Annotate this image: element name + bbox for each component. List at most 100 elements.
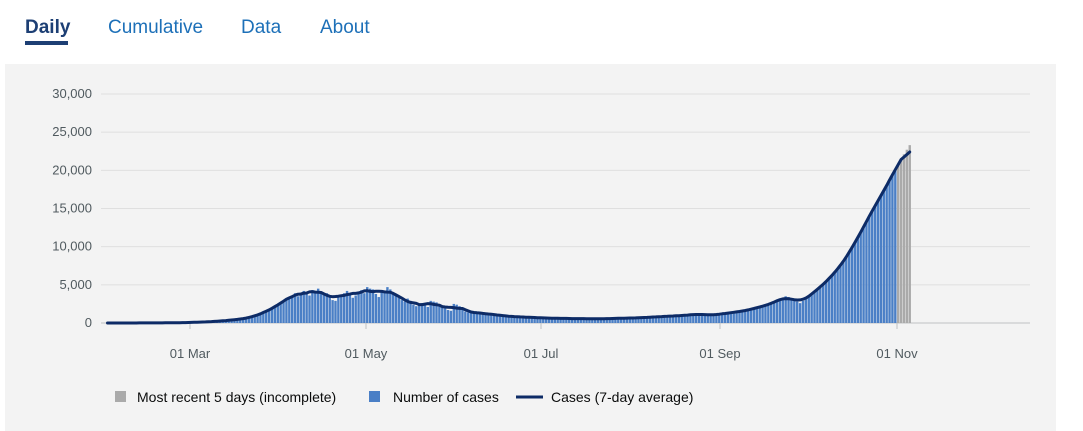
case-bar [755, 307, 758, 323]
case-bar [712, 314, 715, 323]
case-bar [654, 316, 657, 323]
case-bar [386, 287, 389, 323]
case-bar [723, 313, 727, 323]
case-bar [233, 319, 236, 323]
case-bar [781, 297, 784, 323]
case-bar [703, 314, 707, 323]
case-bar [608, 318, 611, 323]
case-bar [827, 278, 831, 323]
case-bar [265, 311, 268, 323]
case-bar [513, 316, 516, 323]
case-bar [614, 318, 617, 323]
case-bar [389, 289, 392, 323]
case-bar [605, 318, 608, 323]
case-bar [706, 314, 709, 323]
case-bar [435, 302, 438, 323]
case-bar [700, 314, 704, 323]
case-bar [409, 300, 412, 323]
case-bar [380, 291, 383, 323]
case-bar [873, 205, 877, 323]
case-bar [645, 317, 649, 323]
case-bar [542, 318, 545, 323]
case-bar [674, 315, 678, 323]
case-bar [718, 314, 721, 323]
case-bar [767, 304, 770, 323]
case-bar [322, 294, 326, 323]
case-bar [302, 290, 305, 323]
case-bar [790, 298, 793, 323]
case-bar [481, 313, 484, 323]
case-bar [735, 311, 738, 323]
case-bar [631, 317, 634, 323]
case-bar [458, 306, 461, 323]
case-bar [236, 319, 239, 323]
case-bar [510, 316, 513, 323]
case-bar [256, 314, 259, 323]
case-bar [726, 313, 730, 323]
case-bar [530, 317, 533, 323]
case-bar [490, 314, 493, 323]
case-bar [247, 317, 251, 323]
case-bar [582, 318, 585, 323]
legend-incomplete-label: Most recent 5 days (incomplete) [137, 389, 336, 405]
case-bar [533, 317, 536, 323]
x-tick-label: 01 Mar [170, 346, 211, 361]
case-bar [383, 290, 386, 323]
case-bar [487, 313, 490, 323]
tab-data[interactable]: Data [241, 17, 282, 38]
case-bar [279, 303, 282, 323]
case-bar [692, 314, 695, 323]
seven-day-average-line [106, 150, 912, 325]
case-bar [787, 297, 790, 323]
case-bar [729, 312, 733, 323]
y-tick-label: 5,000 [59, 277, 92, 292]
y-tick-label: 25,000 [52, 124, 92, 139]
case-bar [663, 316, 666, 323]
case-bar [594, 318, 597, 323]
case-bar [666, 316, 669, 323]
case-bar [697, 313, 701, 323]
active-tab-underline [25, 41, 68, 45]
tab-about[interactable]: About [320, 17, 370, 38]
x-tick-label: 01 Jul [524, 346, 559, 361]
case-bar [599, 318, 603, 323]
case-bar [241, 318, 245, 323]
case-bar [807, 296, 810, 323]
case-bar [648, 317, 652, 323]
case-bar [619, 318, 623, 323]
case-bar [467, 312, 470, 323]
case-bar [291, 295, 294, 323]
tab-daily[interactable]: Daily [25, 17, 71, 38]
case-bar [403, 301, 406, 323]
case-bar [689, 314, 692, 323]
case-bar [432, 301, 435, 323]
case-bar [455, 304, 458, 323]
case-bar [412, 304, 415, 323]
case-bar [902, 154, 906, 323]
case-bar [331, 300, 334, 323]
case-bar [507, 316, 510, 323]
case-bar [732, 312, 735, 323]
case-bar [625, 318, 629, 323]
case-bar [230, 320, 233, 323]
case-bar [778, 299, 782, 323]
case-bar [897, 164, 900, 323]
case-bar [715, 314, 718, 323]
case-bar [516, 316, 519, 323]
case-bar [862, 226, 865, 323]
case-bar [879, 195, 883, 323]
case-bar [478, 313, 481, 323]
case-bar [824, 281, 828, 323]
case-bar [882, 190, 885, 323]
case-bar [308, 295, 311, 323]
case-bar [556, 318, 559, 323]
case-bar [550, 318, 554, 323]
case-bar [830, 275, 834, 323]
case-bar [888, 180, 891, 323]
case-bar [836, 269, 839, 323]
case-bar [775, 300, 779, 323]
y-tick-label: 0 [85, 315, 92, 330]
case-bar [772, 302, 776, 323]
tab-cumulative[interactable]: Cumulative [108, 17, 204, 38]
case-bar [449, 310, 453, 323]
